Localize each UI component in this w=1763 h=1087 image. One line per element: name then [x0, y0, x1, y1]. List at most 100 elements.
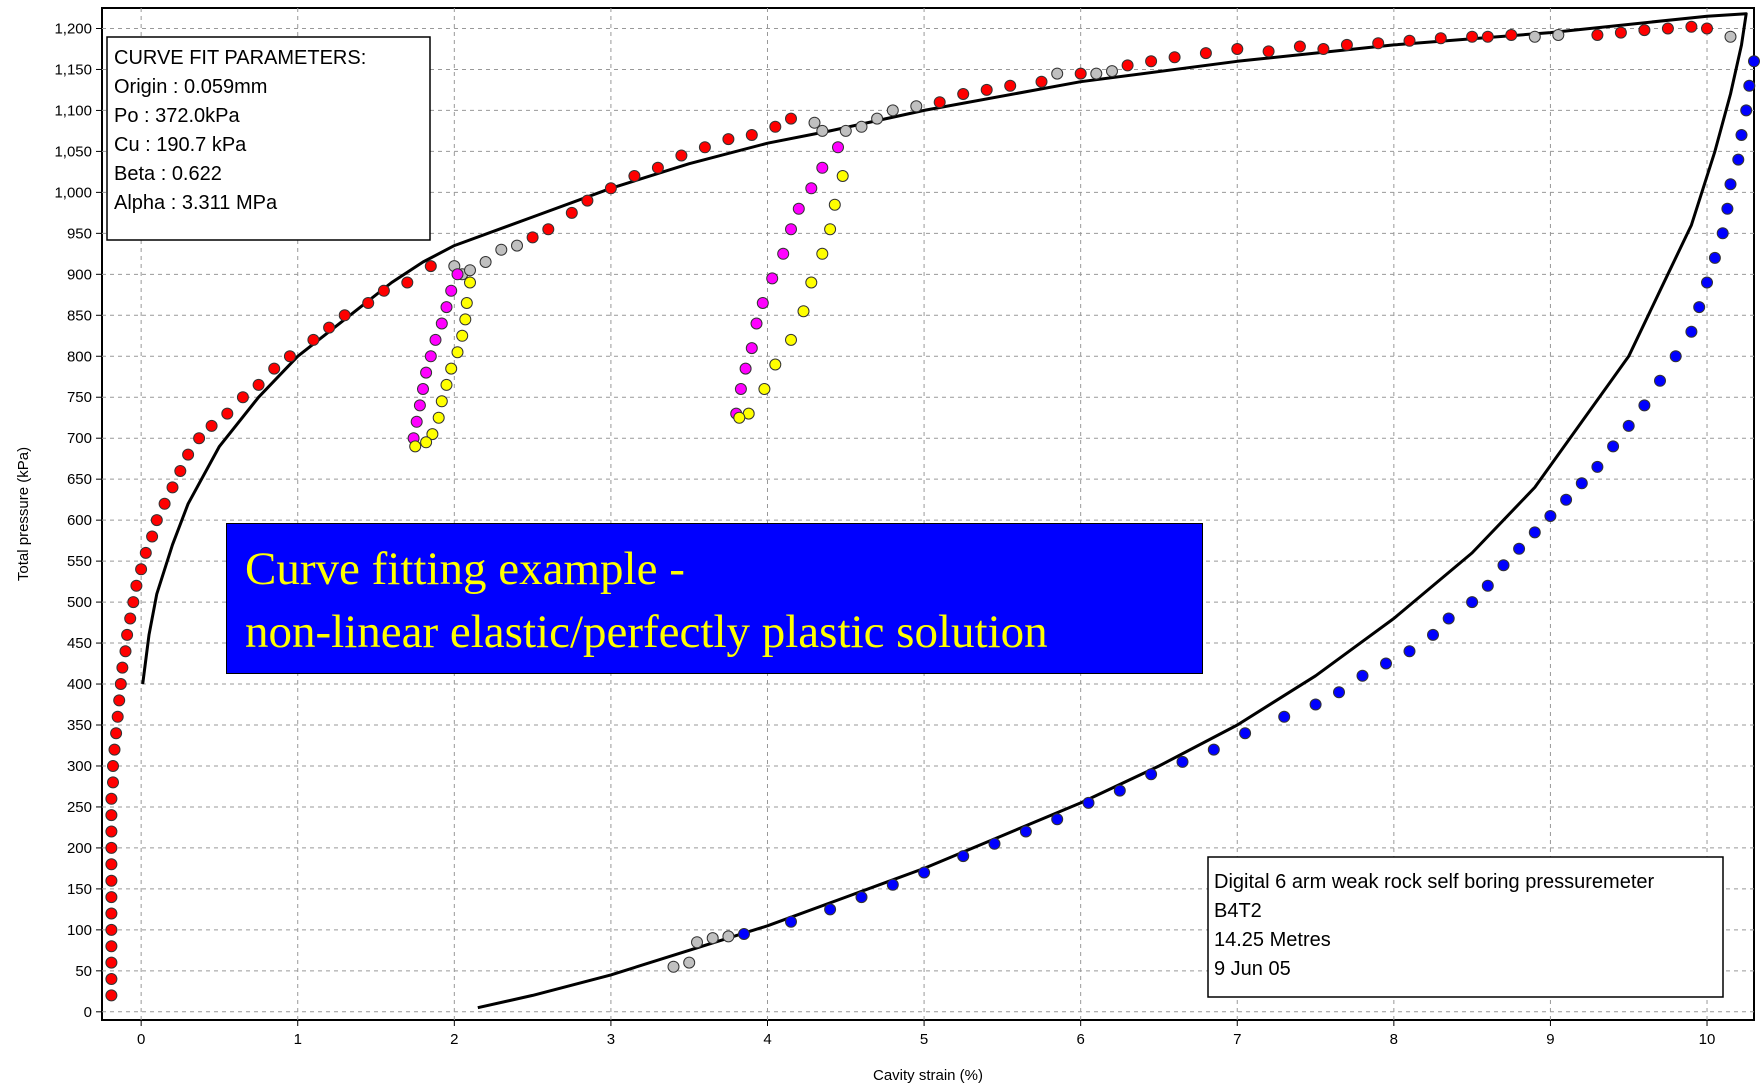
data-point: [193, 432, 206, 445]
data-point: [526, 231, 539, 244]
data-point: [150, 514, 163, 527]
x-tick-label: 6: [1077, 1031, 1085, 1048]
data-point: [706, 932, 719, 945]
data-point: [918, 866, 931, 879]
data-point: [413, 399, 426, 412]
data-point: [105, 907, 118, 920]
data-point: [283, 350, 296, 363]
data-point: [420, 436, 433, 449]
data-point: [1724, 178, 1737, 191]
data-point: [1051, 813, 1064, 826]
data-point: [766, 272, 779, 285]
x-tick-label: 9: [1546, 1031, 1554, 1048]
data-point: [1168, 51, 1181, 64]
data-point: [409, 440, 422, 453]
data-point: [1380, 657, 1392, 670]
data-point: [734, 383, 747, 395]
data-point: [105, 858, 118, 871]
data-point: [855, 891, 868, 904]
data-point: [105, 923, 118, 936]
y-tick-label: 950: [67, 225, 92, 242]
data-point: [836, 170, 849, 182]
data-point: [739, 362, 752, 375]
data-point: [105, 891, 118, 904]
series: [738, 55, 1760, 940]
y-tick-label: 900: [67, 266, 92, 283]
info-line: B4T2: [1214, 900, 1262, 922]
data-point: [1176, 755, 1189, 768]
banner-line: Curve fitting example -: [245, 543, 685, 595]
data-point: [733, 411, 746, 424]
x-tick-label: 1: [294, 1031, 302, 1048]
data-point: [1721, 202, 1734, 215]
data-point: [252, 378, 265, 391]
data-point: [445, 284, 458, 297]
data-point: [105, 989, 118, 1002]
data-point: [105, 874, 118, 887]
info-line: 14.25 Metres: [1214, 929, 1331, 951]
data-point: [1481, 30, 1494, 43]
params-line: Origin : 0.059mm: [114, 76, 267, 98]
data-point: [933, 96, 946, 109]
data-point: [1145, 55, 1158, 68]
data-point: [1434, 32, 1447, 45]
data-point: [105, 825, 118, 838]
data-point: [1716, 227, 1729, 240]
data-point: [1591, 29, 1604, 41]
data-point: [410, 415, 423, 428]
data-point: [1317, 43, 1330, 55]
data-point: [205, 419, 218, 432]
y-tick-label: 1,000: [54, 184, 92, 201]
data-point: [440, 301, 453, 314]
data-point: [420, 366, 433, 379]
data-point: [651, 161, 664, 174]
data-point: [1051, 67, 1064, 80]
data-point: [1560, 493, 1573, 506]
data-point: [113, 694, 126, 707]
data-point: [119, 645, 132, 658]
data-point: [722, 133, 735, 146]
x-axis-label: Cavity strain (%): [873, 1067, 983, 1084]
data-point: [268, 362, 281, 375]
data-points: [105, 20, 1760, 1002]
data-point: [832, 141, 844, 154]
data-point: [1505, 29, 1518, 41]
data-point: [758, 383, 771, 395]
info-line: Digital 6 arm weak rock self boring pres…: [1214, 871, 1655, 893]
data-point: [957, 850, 970, 863]
banner-line: non-linear elastic/perfectly plastic sol…: [245, 606, 1048, 658]
data-point: [745, 342, 758, 355]
data-point: [451, 346, 464, 359]
y-tick-label: 1,150: [54, 61, 92, 78]
data-point: [1732, 153, 1745, 166]
data-point: [756, 297, 769, 309]
data-point: [769, 358, 782, 371]
y-axis-ticks: 0 50 100 150 200 250 300 350 400 450 500 550 600 650 7…: [54, 20, 102, 1021]
data-point: [1552, 29, 1565, 41]
data-point: [750, 317, 763, 330]
data-point: [114, 678, 127, 690]
title-banner: Curve fitting example - non-linear elast…: [226, 523, 1203, 674]
data-point: [604, 182, 617, 195]
data-point: [565, 206, 578, 219]
data-point: [1481, 579, 1494, 592]
y-tick-label: 150: [67, 881, 92, 898]
y-tick-label: 1,100: [54, 102, 92, 119]
x-tick-label: 8: [1390, 1031, 1398, 1048]
data-point: [110, 727, 123, 740]
data-point: [456, 329, 469, 342]
data-point: [698, 141, 711, 154]
y-tick-label: 750: [67, 389, 92, 406]
data-point: [1701, 276, 1713, 289]
data-point: [1669, 350, 1682, 363]
data-point: [1740, 104, 1753, 117]
y-axis-label: Total pressure (kPa): [15, 447, 32, 581]
data-point: [839, 124, 852, 137]
fit-curve: [141, 12, 1748, 1010]
series: [448, 29, 1737, 973]
data-point: [459, 313, 472, 326]
data-point: [127, 596, 140, 609]
y-tick-label: 400: [67, 676, 92, 693]
data-point: [1685, 325, 1698, 338]
data-point: [105, 956, 118, 969]
